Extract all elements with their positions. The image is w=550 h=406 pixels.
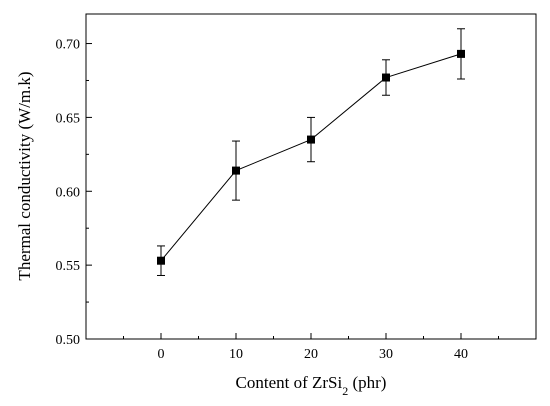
y-tick-label: 0.60 <box>56 185 81 200</box>
y-axis: 0.50 0.55 0.60 0.65 0.70 <box>56 38 92 348</box>
x-tick-label: 0 <box>158 347 165 362</box>
x-axis-title: Content of ZrSi2 (phr) <box>236 373 387 398</box>
data-point <box>307 135 315 144</box>
plot-frame <box>85 13 537 340</box>
y-axis-title: Thermal conductivity (W/m.k) <box>15 71 34 280</box>
data-point <box>232 166 240 175</box>
x-tick-label: 40 <box>454 347 468 362</box>
x-tick-label: 30 <box>379 347 393 362</box>
y-tick-label: 0.65 <box>56 111 81 126</box>
data-point <box>382 73 390 82</box>
y-tick-label: 0.50 <box>56 333 81 348</box>
data-point <box>157 256 165 265</box>
x-axis: 0 10 20 30 40 <box>123 333 499 362</box>
y-tick-label: 0.70 <box>56 38 81 53</box>
x-tick-label: 20 <box>304 347 318 362</box>
series-line <box>157 28 465 276</box>
data-point <box>457 49 465 58</box>
x-tick-label: 10 <box>229 347 243 362</box>
y-tick-label: 0.55 <box>56 259 81 274</box>
